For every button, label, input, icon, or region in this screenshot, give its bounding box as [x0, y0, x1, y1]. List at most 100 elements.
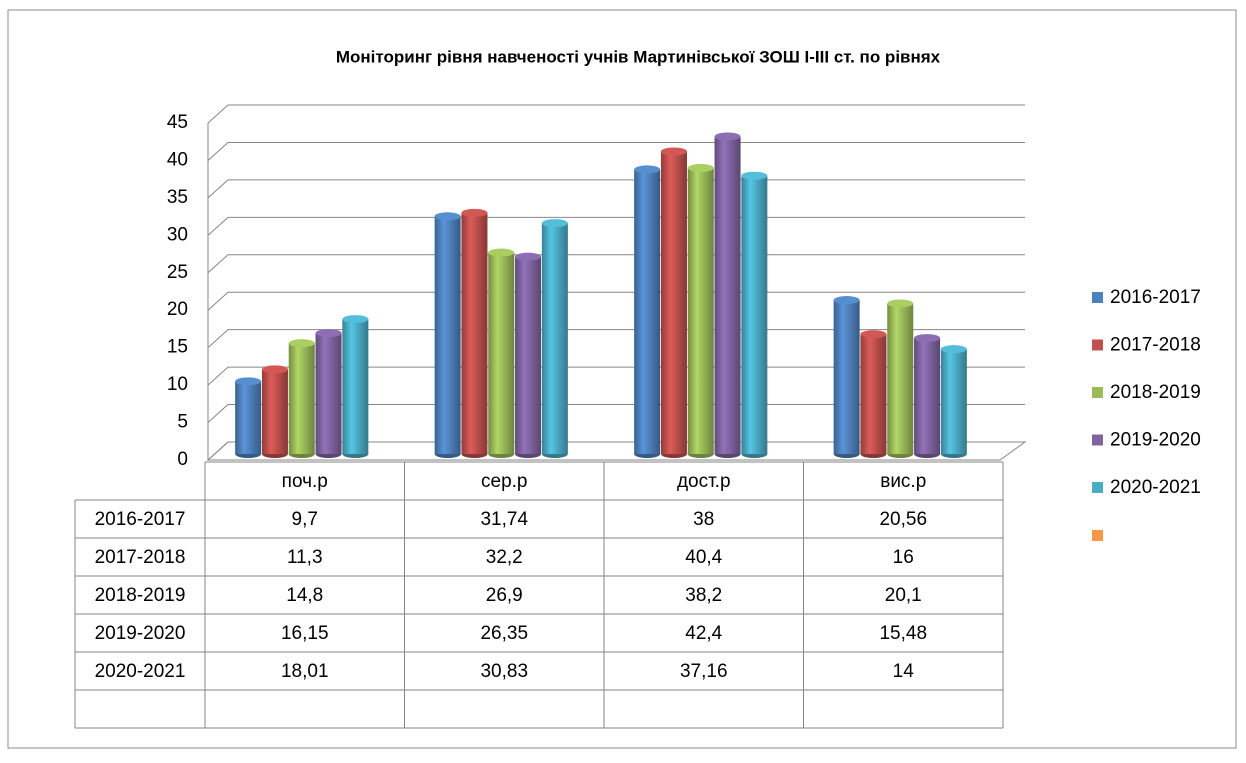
- legend-label: 2019-2020: [1110, 430, 1201, 451]
- legend-swatch: [1092, 482, 1103, 493]
- table-row-label: 2018-2019: [95, 585, 186, 606]
- bar-body: [887, 303, 914, 454]
- data-label: 38,2: [685, 585, 722, 606]
- table-row-label: 2017-2018: [95, 547, 186, 568]
- y-tick-label: 25: [167, 262, 188, 283]
- bar-top: [434, 212, 461, 221]
- bar-body: [914, 338, 941, 454]
- bar-top: [488, 248, 515, 257]
- bar: [833, 296, 860, 458]
- chart-title: Моніторинг рівня навченості учнів Мартин…: [336, 47, 941, 66]
- bar-top: [687, 163, 714, 172]
- table-row-label: 2019-2020: [95, 623, 186, 644]
- bar-top: [714, 132, 741, 141]
- data-label: 20,1: [885, 585, 922, 606]
- legend-swatch: [1092, 292, 1103, 303]
- bar-body: [940, 349, 967, 454]
- y-tick-label: 15: [167, 337, 188, 358]
- y-tick-label: 35: [167, 187, 188, 208]
- bar-top: [914, 334, 941, 343]
- bar-body: [714, 136, 741, 454]
- bar-body: [235, 381, 262, 454]
- bar-body: [342, 319, 369, 454]
- bar-top: [342, 315, 369, 324]
- y-tick-label: 45: [167, 112, 188, 133]
- x-tick-label: дост.р: [677, 471, 731, 492]
- data-label: 40,4: [685, 547, 722, 568]
- legend-label: 2017-2018: [1110, 335, 1201, 356]
- bar: [860, 330, 887, 458]
- bar: [914, 334, 941, 458]
- data-label: 11,3: [287, 547, 323, 568]
- y-tick-label: 30: [167, 224, 188, 245]
- grid-line: [207, 104, 1025, 124]
- data-label: 14,8: [286, 585, 323, 606]
- bar: [288, 339, 315, 458]
- bar-body: [541, 223, 568, 454]
- legend-swatch: [1092, 339, 1103, 351]
- bar-body: [660, 151, 687, 454]
- bar-top: [315, 329, 342, 338]
- data-label: 38: [693, 509, 714, 530]
- data-label: 42,4: [685, 623, 722, 644]
- data-label: 26,35: [480, 623, 528, 644]
- bar-top: [461, 208, 488, 217]
- bar-body: [261, 369, 288, 454]
- bar-body: [860, 334, 887, 454]
- data-label: 26,9: [486, 585, 523, 606]
- data-label: 15,48: [879, 623, 927, 644]
- data-label: 18,01: [281, 661, 329, 682]
- data-label: 32,2: [486, 547, 523, 568]
- bar-top: [288, 339, 315, 348]
- data-label: 31,74: [480, 509, 528, 530]
- legend-swatch: [1092, 530, 1103, 541]
- legend-label: 2018-2019: [1110, 382, 1201, 403]
- bar: [342, 315, 369, 458]
- bar: [541, 219, 568, 458]
- data-label: 30,83: [480, 661, 528, 682]
- bar-body: [315, 333, 342, 454]
- bar: [887, 299, 914, 458]
- bar-body: [634, 169, 661, 454]
- y-tick-label: 10: [167, 374, 188, 395]
- bar-body: [833, 300, 860, 454]
- x-tick-label: вис.р: [880, 471, 926, 492]
- bar: [634, 165, 661, 458]
- legend-label: 2020-2021: [1110, 477, 1201, 498]
- bar: [741, 171, 768, 458]
- bar-top: [940, 345, 967, 354]
- bar: [315, 329, 342, 458]
- bar: [235, 377, 262, 458]
- data-label: 16: [893, 547, 914, 568]
- bar-body: [461, 212, 488, 454]
- bar-top: [634, 165, 661, 174]
- grid-line: [207, 141, 1025, 161]
- data-label: 16,15: [281, 623, 329, 644]
- bar-body: [288, 343, 315, 454]
- bar: [488, 248, 515, 458]
- data-label: 20,56: [879, 509, 927, 530]
- y-tick-label: 5: [177, 412, 188, 433]
- bar-body: [741, 175, 768, 454]
- legend-swatch: [1092, 387, 1103, 398]
- table-row-label: 2016-2017: [95, 509, 186, 530]
- bar: [461, 208, 488, 458]
- bar-top: [860, 330, 887, 339]
- chart-border: [7, 9, 1237, 749]
- y-tick-label: 0: [177, 449, 188, 470]
- data-label: 14: [893, 661, 915, 682]
- table-row-label: 2020-2021: [95, 661, 186, 682]
- bar-body: [434, 216, 461, 454]
- bar: [940, 345, 967, 458]
- bar: [660, 147, 687, 458]
- bar-top: [541, 219, 568, 228]
- bar-top: [833, 296, 860, 305]
- bar: [714, 132, 741, 458]
- bar-body: [687, 167, 714, 454]
- data-label: 9,7: [292, 509, 318, 530]
- bar-body: [515, 256, 542, 454]
- bar: [687, 163, 714, 458]
- y-tick-label: 20: [167, 299, 188, 320]
- bar-top: [741, 171, 768, 180]
